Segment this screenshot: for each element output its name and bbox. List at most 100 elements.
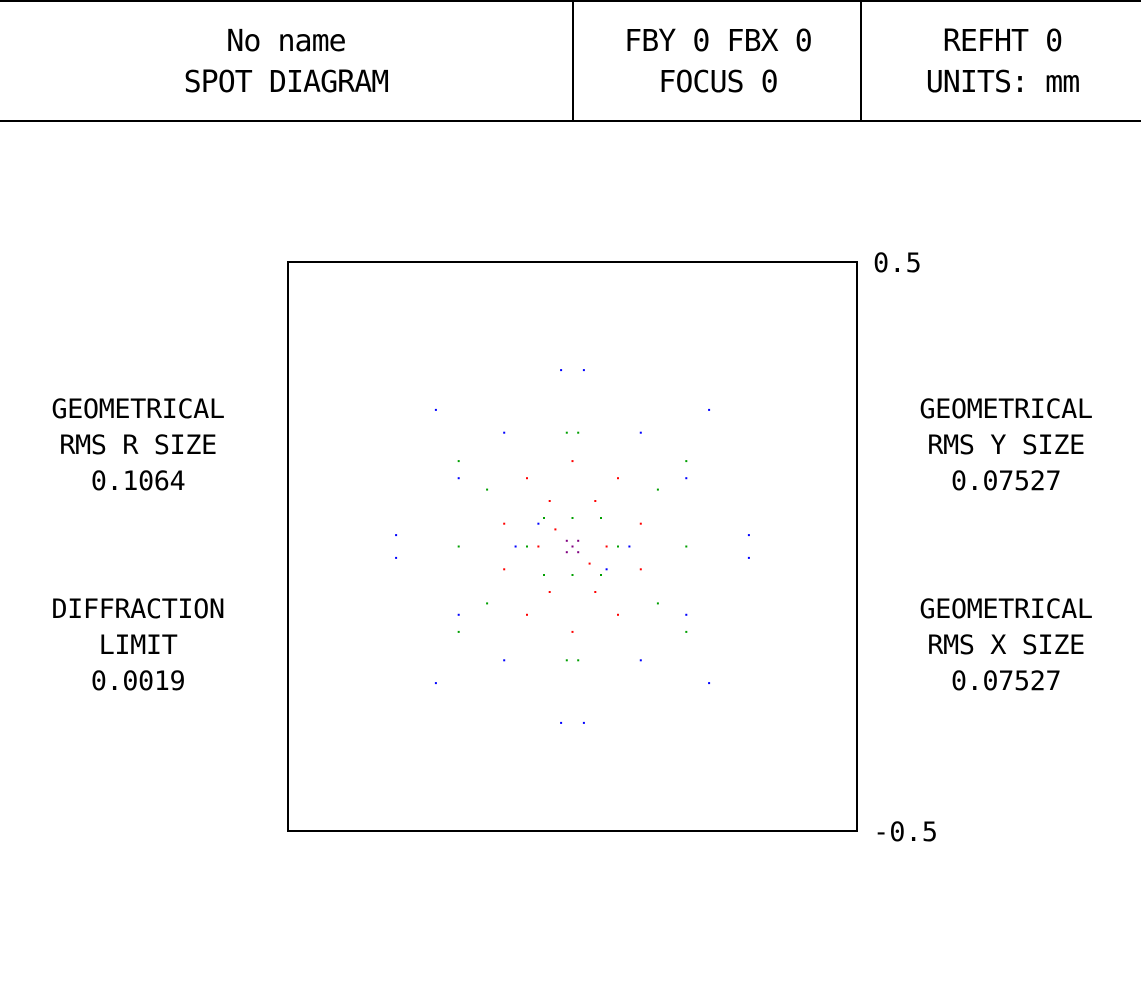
header-field-cell: FBY 0 FBX 0 FOCUS 0	[572, 2, 862, 122]
spot-point	[395, 534, 398, 537]
lens-name: No name	[226, 24, 346, 59]
spot-point	[685, 460, 688, 463]
spot-point	[486, 488, 489, 491]
spot-point	[537, 522, 540, 525]
spot-point	[571, 545, 574, 548]
units-value: UNITS: mm	[925, 65, 1081, 100]
y-tick-top-label: 0.5	[873, 248, 922, 279]
focus-value: FOCUS 0	[658, 65, 778, 100]
spot-point	[594, 591, 597, 593]
spot-point	[685, 613, 688, 616]
spot-point	[457, 460, 460, 463]
spot-point	[543, 517, 545, 519]
rms-y-line2: RMS Y SIZE	[927, 430, 1085, 461]
spot-point	[503, 568, 506, 571]
rms-x-line2: RMS X SIZE	[927, 630, 1085, 661]
spot-point	[571, 517, 574, 519]
plot-frame	[287, 261, 858, 832]
diffraction-line1: DIFFRACTION	[51, 594, 225, 625]
spot-point	[457, 545, 460, 548]
spot-point	[639, 431, 642, 434]
spot-point	[605, 568, 608, 571]
spot-point	[554, 528, 557, 531]
spot-point	[594, 500, 597, 502]
spot-point	[571, 460, 574, 463]
rms-x-value: 0.07527	[950, 666, 1062, 697]
spot-point	[600, 517, 602, 519]
spot-point	[577, 431, 580, 434]
spot-point	[605, 545, 608, 548]
refht-value: REFHT 0	[942, 24, 1063, 59]
spot-point	[565, 551, 568, 554]
rms-x-stat: GEOMETRICAL RMS X SIZE 0.07527	[888, 592, 1124, 700]
spot-point	[565, 659, 568, 662]
rms-y-stat: GEOMETRICAL RMS Y SIZE 0.07527	[888, 392, 1124, 500]
spot-point	[457, 630, 460, 633]
diffraction-value: 0.0019	[90, 666, 186, 697]
rms-r-line1: GEOMETRICAL	[51, 394, 225, 425]
spot-point	[457, 613, 460, 616]
spot-point	[656, 602, 659, 605]
field-position: FBY 0 FBX 0	[624, 24, 813, 59]
rms-y-line1: GEOMETRICAL	[919, 394, 1093, 425]
spot-point	[747, 556, 750, 559]
spot-point	[708, 682, 711, 685]
spot-point	[548, 591, 551, 593]
spot-point	[486, 602, 489, 605]
spot-point	[514, 545, 517, 548]
spot-point	[503, 431, 506, 434]
spot-point	[434, 408, 437, 411]
spot-points	[395, 369, 750, 724]
spot-point	[639, 522, 642, 525]
spot-point	[457, 477, 460, 480]
rms-r-value: 0.1064	[90, 466, 186, 497]
spot-point	[685, 477, 688, 480]
spot-point	[571, 630, 574, 633]
spot-point	[577, 551, 580, 554]
diffraction-line2: LIMIT	[98, 630, 178, 661]
spot-point	[537, 545, 540, 548]
spot-point	[526, 477, 528, 480]
rms-x-line1: GEOMETRICAL	[919, 594, 1093, 625]
rms-y-value: 0.07527	[950, 466, 1062, 497]
spot-point	[434, 682, 437, 685]
spot-point	[656, 488, 659, 491]
rms-r-stat: GEOMETRICAL RMS R SIZE 0.1064	[20, 392, 256, 500]
y-tick-bottom-label: -0.5	[873, 817, 939, 848]
spot-point	[617, 477, 619, 480]
spot-point	[617, 613, 619, 616]
spot-point	[747, 534, 750, 537]
header-panel: No name SPOT DIAGRAM FBY 0 FBX 0 FOCUS 0…	[0, 0, 1141, 122]
spot-point	[565, 539, 568, 542]
spot-point	[685, 630, 688, 633]
spot-point	[560, 721, 563, 724]
spot-point	[582, 721, 585, 724]
header-title-cell: No name SPOT DIAGRAM	[0, 2, 572, 122]
spot-point	[395, 556, 398, 559]
spot-point	[503, 522, 506, 525]
spot-point	[577, 659, 580, 662]
spot-point	[526, 545, 528, 548]
spot-point	[577, 539, 580, 542]
diagram-title: SPOT DIAGRAM	[183, 65, 390, 100]
spot-point	[628, 545, 631, 548]
spot-point	[503, 659, 506, 662]
spot-point	[560, 369, 563, 372]
spot-point	[582, 369, 585, 372]
diffraction-stat: DIFFRACTION LIMIT 0.0019	[20, 592, 256, 700]
spot-point	[617, 545, 619, 548]
spot-point	[600, 574, 602, 576]
spot-point	[685, 545, 688, 548]
spot-point	[571, 574, 574, 576]
spot-point	[708, 408, 711, 411]
rms-r-line2: RMS R SIZE	[59, 430, 217, 461]
spot-point	[639, 659, 642, 662]
spot-point	[548, 500, 551, 502]
spot-point	[588, 562, 591, 565]
header-units-cell: REFHT 0 UNITS: mm	[860, 2, 1141, 122]
spot-point	[526, 613, 528, 616]
spot-point	[565, 431, 568, 434]
spot-point	[639, 568, 642, 571]
spot-point	[543, 574, 545, 576]
